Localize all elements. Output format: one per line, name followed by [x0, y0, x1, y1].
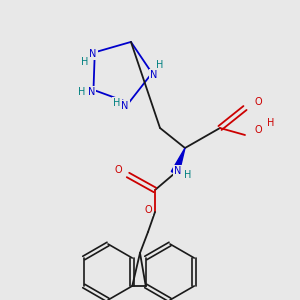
Text: O: O [254, 97, 262, 107]
Text: N: N [89, 49, 97, 59]
Text: O: O [254, 125, 262, 135]
Text: H: H [184, 170, 192, 180]
Text: H: H [267, 118, 275, 128]
Polygon shape [171, 148, 185, 175]
Text: N: N [88, 87, 95, 97]
Text: O: O [144, 205, 152, 215]
Text: N: N [121, 101, 128, 111]
Text: N: N [174, 166, 182, 176]
Text: H: H [78, 87, 85, 97]
Text: H: H [81, 57, 88, 67]
Text: N: N [150, 70, 158, 80]
Text: H: H [113, 98, 121, 108]
Text: H: H [156, 60, 164, 70]
Text: O: O [114, 165, 122, 175]
